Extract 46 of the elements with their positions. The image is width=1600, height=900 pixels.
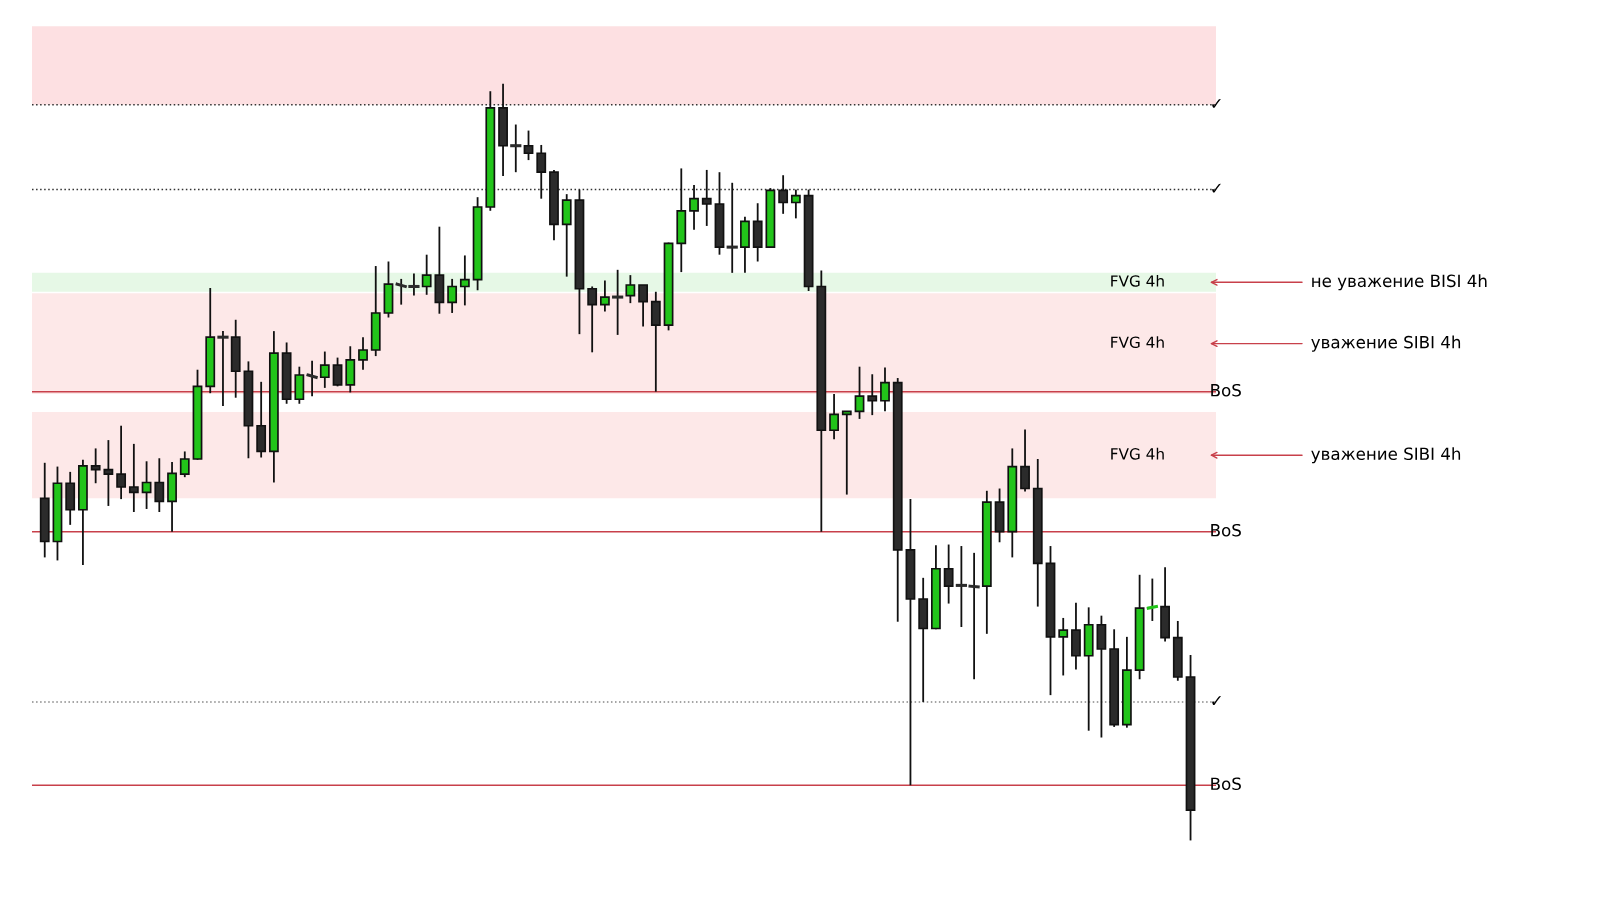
candlestick: [510, 123, 522, 174]
ref-line-label: ✓: [1212, 183, 1221, 193]
candlestick: [523, 129, 534, 161]
candlestick: [689, 184, 699, 231]
candlestick: [790, 188, 801, 220]
candlestick: [179, 450, 190, 479]
candlestick: [599, 279, 610, 313]
candlestick: [612, 268, 624, 336]
ref-line-label: ✓: [1212, 98, 1221, 108]
candlestick: [829, 393, 839, 441]
candlestick: [332, 356, 343, 388]
candlestick: [306, 359, 318, 398]
candlestick: [638, 284, 649, 328]
candlestick: [447, 277, 458, 314]
candlestick: [116, 424, 127, 501]
candlestick: [90, 447, 101, 485]
candlestick: [867, 373, 878, 417]
candlestick: [103, 439, 114, 507]
candlestick: [154, 457, 165, 513]
candlestick: [650, 290, 661, 393]
ref-line-label: BoS: [1211, 523, 1241, 537]
candlestick: [587, 285, 598, 354]
candlestick: [1058, 617, 1069, 677]
candlestick: [943, 543, 954, 605]
band-label: FVG 4h: [1111, 447, 1164, 460]
candlestick: [841, 410, 852, 496]
candlestick: [217, 330, 229, 407]
ref-line-label: BoS: [1211, 383, 1241, 397]
candlestick: [854, 365, 865, 420]
text: уважение SIBI 4h: [1311, 335, 1461, 352]
candlestick: [319, 350, 330, 389]
candlestick: [421, 253, 432, 296]
band-label: FVG 4h: [1111, 274, 1164, 287]
candlestick: [1020, 428, 1030, 493]
ref-line-label: ✓: [1212, 696, 1221, 705]
candlestick: [141, 460, 152, 510]
text: не уважение BISI 4h: [1312, 274, 1487, 291]
ref-line-label: BoS: [1211, 777, 1241, 791]
candlestick: [625, 274, 636, 305]
candlestick: [128, 442, 139, 513]
candlestick: [1146, 577, 1158, 622]
candlestick: [880, 366, 890, 413]
band-label: FVG 4h: [1111, 336, 1164, 349]
text: уважение SIBI 4h: [1311, 447, 1461, 464]
candlestick: [358, 336, 368, 371]
candlestick: [459, 254, 470, 307]
